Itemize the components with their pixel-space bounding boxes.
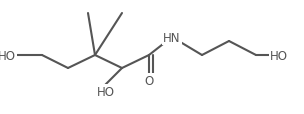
Text: HO: HO xyxy=(96,86,115,99)
Text: HN: HN xyxy=(163,31,181,44)
Text: HO: HO xyxy=(270,49,288,62)
Text: HO: HO xyxy=(0,49,16,62)
Text: O: O xyxy=(144,75,154,88)
